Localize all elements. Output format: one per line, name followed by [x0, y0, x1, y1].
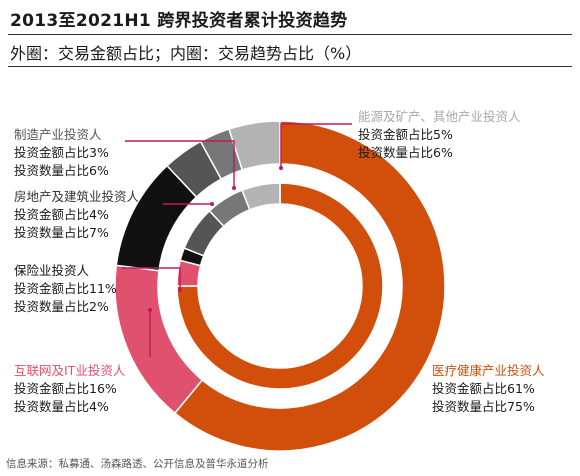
callout-name: 医疗健康产业投资人	[432, 363, 545, 378]
leader-internet-it-dot	[148, 308, 152, 312]
leader-lines	[122, 123, 352, 357]
callout-count: 投资数量占比75%	[432, 399, 535, 414]
callout-amount: 投资金额占比4%	[14, 207, 109, 222]
callout-count: 投资数量占比7%	[14, 225, 109, 240]
inner-ring	[176, 182, 384, 390]
title-divider	[8, 34, 572, 35]
inner-slice-1	[176, 182, 384, 390]
callout-name: 能源及矿产、其他产业投资人	[358, 109, 521, 124]
callout-amount: 投资金额占比3%	[14, 145, 109, 160]
chart-title: 2013至2021H1 跨界投资者累计投资趋势	[10, 11, 348, 31]
callout-manufacturing: 制造产业投资人 投资金额占比3% 投资数量占比6%	[14, 126, 109, 180]
outer-ring	[114, 120, 446, 452]
callout-amount: 投资金额占比61%	[432, 381, 535, 396]
leader-real-estate-dot	[210, 202, 214, 206]
subtitle-divider	[8, 66, 572, 67]
leader-energy	[280, 123, 352, 168]
outer-slice-1	[173, 120, 446, 452]
outer-slice-6	[228, 120, 281, 171]
callout-name: 互联网及IT业投资人	[14, 363, 126, 378]
callout-real-estate: 房地产及建筑业投资人 投资金额占比4% 投资数量占比7%	[14, 188, 139, 242]
leader-energy-dot	[279, 166, 283, 170]
callout-amount: 投资金额占比11%	[14, 281, 117, 296]
leader-manufacturing-dot	[232, 186, 236, 190]
chart-subtitle: 外圈：交易金额占比；内圈：交易趋势占比（%）	[10, 44, 362, 63]
callout-internet-it: 互联网及IT业投资人 投资金额占比16% 投资数量占比4%	[14, 362, 125, 416]
source-note: 信息来源：私募通、汤森路透、公开信息及普华永道分析	[6, 458, 269, 470]
callout-name: 房地产及建筑业投资人	[14, 189, 140, 204]
callout-name: 保险业投资人	[14, 263, 90, 278]
leader-manufacturing	[125, 140, 235, 188]
callout-count: 投资数量占比2%	[14, 299, 109, 314]
inner-slice-6	[241, 182, 281, 211]
callout-count: 投资数量占比6%	[358, 145, 453, 160]
callout-healthcare: 医疗健康产业投资人 投资金额占比61% 投资数量占比75%	[432, 362, 545, 416]
callout-count: 投资数量占比6%	[14, 163, 109, 178]
callout-count: 投资数量占比4%	[14, 399, 109, 414]
callout-insurance: 保险业投资人 投资金额占比11% 投资数量占比2%	[14, 262, 117, 316]
callout-amount: 投资金额占比5%	[358, 127, 453, 142]
leader-insurance	[122, 267, 181, 290]
callout-energy-other: 能源及矿产、其他产业投资人 投资金额占比5% 投资数量占比6%	[358, 108, 521, 162]
callout-name: 制造产业投资人	[14, 127, 102, 142]
leader-insurance-dot	[178, 288, 182, 292]
callout-amount: 投资金额占比16%	[14, 381, 117, 396]
